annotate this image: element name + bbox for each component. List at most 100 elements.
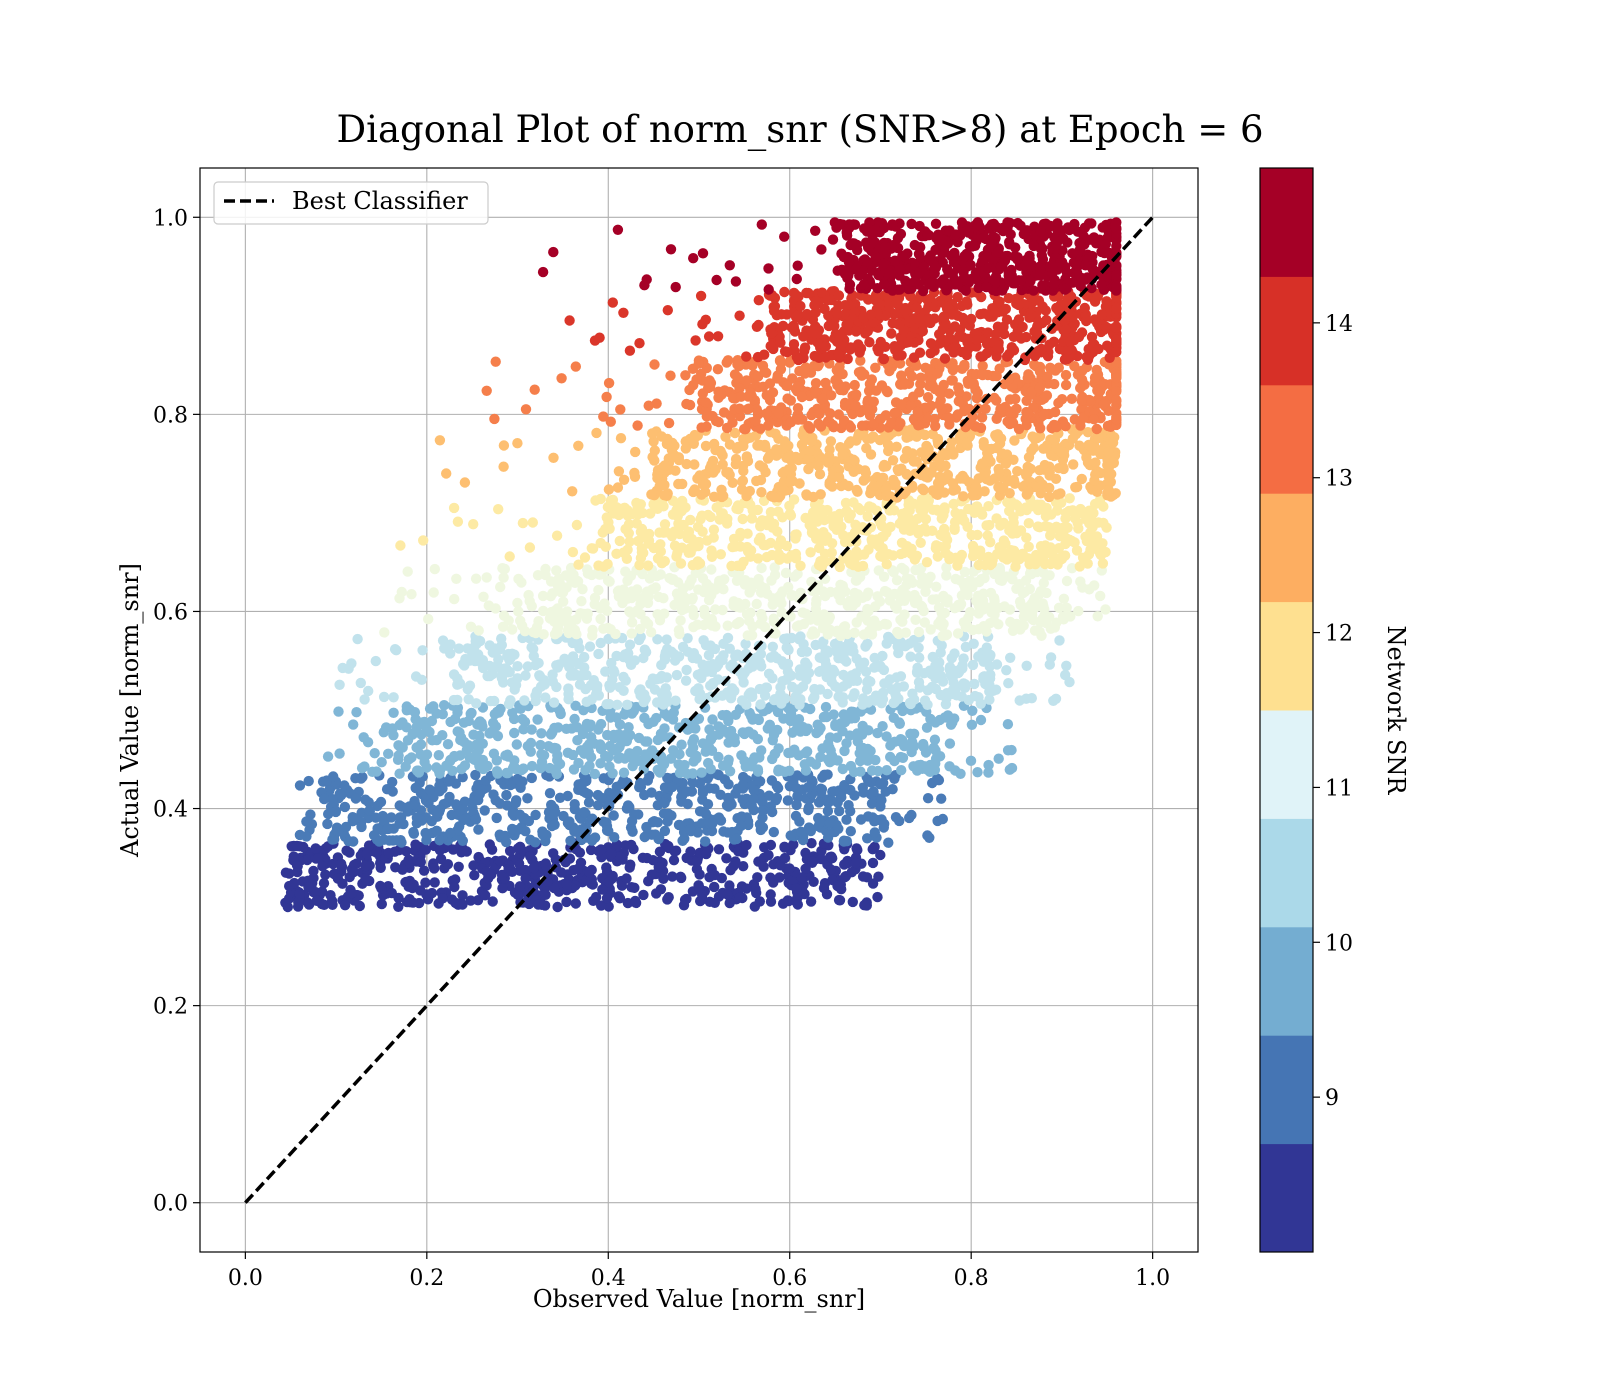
scatter-point [361,848,372,860]
scatter-point [478,591,489,602]
scatter-point [914,682,925,693]
scatter-point [809,683,820,695]
scatter-point [505,865,517,876]
scatter-point [866,629,878,640]
scatter-point [833,464,845,476]
scatter-point [534,670,545,681]
scatter-point [910,614,921,625]
scatter-point [444,791,455,803]
scatter-point [892,492,903,503]
scatter-point [594,569,605,580]
scatter-point [378,727,389,738]
scatter-point [855,504,866,516]
scatter-point [750,415,761,427]
scatter-point [994,467,1005,478]
scatter-point [520,404,532,415]
scatter-point [410,671,422,682]
scatter-point [713,416,724,428]
scatter-point [528,650,539,662]
scatter-point [403,881,414,892]
scatter-point [696,818,708,829]
scatter-point [752,872,763,883]
scatter-point [710,621,721,632]
scatter-point [810,378,822,389]
scatter-point [803,802,814,813]
scatter-point [652,697,663,708]
scatter-point [934,471,946,482]
scatter-point [482,670,493,682]
scatter-point [673,759,684,770]
scatter-point [526,772,537,784]
scatter-point [991,370,1002,382]
scatter-point [394,812,406,823]
scatter-point [778,485,790,496]
scatter-point [934,399,945,410]
scatter-point [661,634,672,645]
scatter-point [783,581,794,593]
scatter-point [996,545,1007,557]
scatter-point [989,595,1000,607]
scatter-point [596,900,607,911]
scatter-point [508,713,520,725]
scatter-point [1061,575,1073,587]
scatter-point [909,593,920,605]
scatter-point [694,693,705,705]
scatter-point [810,610,821,621]
scatter-point [975,698,986,709]
scatter-point [875,849,886,861]
scatter-point [601,391,612,403]
scatter-point [862,511,873,522]
scatter-point [678,900,690,911]
scatter-point [801,490,812,501]
scatter-point [764,719,775,730]
scatter-point [457,890,468,901]
scatter-point [949,648,960,659]
scatter-point [773,408,784,419]
scatter-point [808,876,819,887]
scatter-point [595,758,606,769]
scatter-point [401,896,413,908]
scatter-point [1023,518,1034,529]
scatter-point [383,847,394,859]
scatter-point [1089,580,1100,591]
scatter-point [426,887,438,899]
scatter-point [471,638,482,649]
scatter-point [994,562,1005,574]
scatter-point [515,782,526,793]
scatter-point [972,767,983,778]
scatter-point [632,584,643,595]
scatter-point [530,837,541,848]
scatter-point [579,662,590,673]
scatter-point [978,588,989,599]
scatter-point [959,473,970,484]
scatter-point [623,519,635,530]
scatter-point [772,706,784,718]
scatter-point [587,630,598,641]
scatter-point [442,859,454,870]
scatter-point [418,535,429,546]
scatter-point [819,769,830,780]
scatter-point [1023,541,1034,552]
scatter-point [437,893,448,904]
scatter-point [738,440,749,452]
scatter-point [829,638,841,650]
scatter-point [897,735,908,746]
scatter-point [675,615,686,626]
scatter-point [387,786,398,797]
scatter-point [773,743,784,754]
scatter-point [693,540,704,552]
scatter-point [820,701,832,713]
scatter-point [724,766,736,777]
scatter-point [923,443,934,455]
scatter-point [989,609,1000,620]
scatter-point [652,469,663,480]
scatter-series-2 [322,700,1018,780]
scatter-point [423,613,434,625]
scatter-point [336,790,347,801]
scatter-point [710,604,721,615]
scatter-point [831,513,842,525]
scatter-point [1103,462,1115,473]
scatter-point [799,364,810,375]
scatter-point [540,860,552,871]
scatter-point [1033,554,1045,565]
